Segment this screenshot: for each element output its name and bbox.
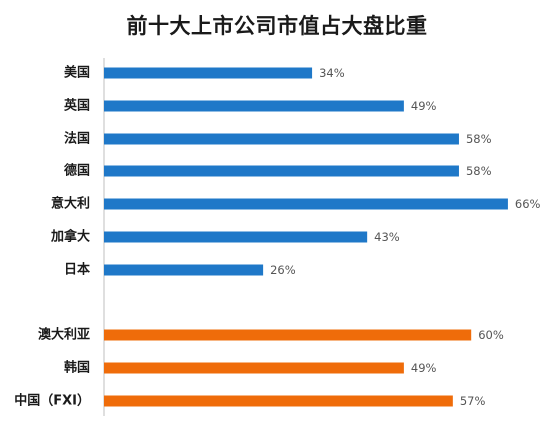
value-label-0: 34% [319, 66, 345, 80]
bar-6 [104, 264, 264, 276]
category-label-3: 德国 [64, 163, 90, 179]
value-label-1: 49% [411, 99, 437, 113]
bar-9 [104, 395, 453, 407]
value-label-8: 49% [411, 361, 437, 375]
value-label-7: 60% [478, 328, 504, 342]
category-label-6: 日本 [64, 262, 90, 278]
value-label-9: 57% [460, 394, 486, 408]
category-label-9: 中国（FXI） [14, 393, 90, 409]
category-label-5: 加拿大 [50, 229, 90, 245]
bar-0 [104, 67, 313, 79]
bar-4 [104, 198, 508, 210]
bar-3 [104, 165, 459, 177]
bar-8 [104, 362, 404, 374]
bar-1 [104, 100, 404, 112]
value-label-5: 43% [374, 230, 400, 244]
value-label-4: 66% [515, 197, 541, 211]
category-label-4: 意大利 [51, 196, 90, 212]
value-label-6: 26% [270, 263, 296, 277]
category-label-8: 韩国 [64, 360, 90, 376]
value-labels-group: 34% 49% 58% 58% 66% 43% 26% 60% 49% 57% [270, 66, 540, 408]
value-label-2: 58% [466, 132, 492, 146]
category-label-1: 英国 [63, 98, 90, 114]
chart-title: 前十大上市公司市值占大盘比重 [126, 14, 428, 38]
category-label-2: 法国 [64, 131, 90, 147]
category-label-0: 美国 [64, 65, 90, 81]
category-label-7: 澳大利亚 [38, 327, 90, 343]
value-label-3: 58% [466, 164, 492, 178]
bars-group [104, 67, 508, 407]
bar-2 [104, 133, 459, 145]
bar-7 [104, 329, 472, 341]
bar-5 [104, 231, 368, 243]
